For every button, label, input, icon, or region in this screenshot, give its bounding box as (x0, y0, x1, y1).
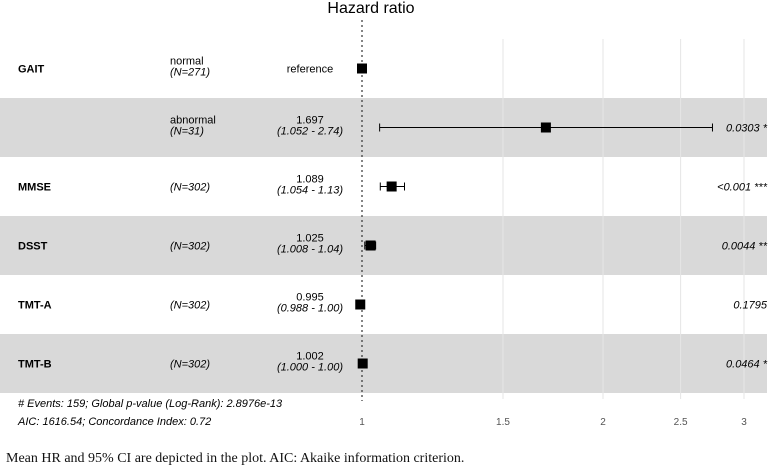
x-tick-label: 1 (359, 417, 365, 428)
hr-marker (357, 358, 368, 369)
vertical-gridlines (502, 39, 745, 399)
x-tick-label: 3 (741, 417, 747, 428)
figure-caption: Mean HR and 95% CI are depicted in the p… (6, 451, 465, 466)
hr-estimate: 1.025 (296, 233, 324, 245)
forest-row: TMT-B (N=302) 1.002(1.000 - 1.00) 0.0464 * (18, 351, 768, 374)
hr-ci: (1.052 - 2.74) (277, 126, 343, 138)
n-label: (N=302) (170, 359, 210, 371)
forest-row: DSST (N=302) 1.025(1.008 - 1.04) 0.0044 ** (18, 233, 768, 256)
n-label: (N=302) (170, 182, 210, 194)
forest-plot: GAIT normal(N=271) reference abnormal(N=31)… (0, 0, 768, 428)
variable-label: TMT-B (18, 359, 52, 371)
hr-ci: (0.988 - 1.00) (277, 303, 343, 315)
x-tick-label: 2 (600, 417, 606, 428)
x-tick-label: 2.5 (674, 417, 688, 428)
forest-row: GAIT normal(N=271) reference (18, 56, 367, 79)
level-label: abnormal (170, 115, 216, 127)
hr-ci: (1.008 - 1.04) (277, 244, 343, 256)
level-label: normal (170, 56, 204, 68)
row-band (0, 216, 767, 275)
chart-title: Hazard ratio (327, 0, 414, 17)
hr-ci: (1.000 - 1.00) (277, 362, 343, 374)
hr-estimate: 1.089 (296, 174, 324, 186)
hr-estimate: 1.697 (296, 115, 324, 127)
n-label: (N=31) (170, 126, 204, 138)
p-value: 0.1795 (733, 300, 768, 312)
variable-label: DSST (18, 241, 48, 253)
hr-marker (357, 63, 367, 74)
x-axis-ticks: 1 1.5 2 2.5 3 (359, 417, 747, 428)
hr-estimate: 1.002 (296, 351, 324, 363)
hr-marker (355, 299, 366, 310)
variable-label: GAIT (18, 64, 45, 76)
forest-row: MMSE (N=302) 1.089(1.054 - 1.13) <0.001 *** (18, 174, 768, 197)
row-band (0, 334, 767, 393)
variable-label: MMSE (18, 182, 51, 194)
x-tick-label: 1.5 (496, 417, 510, 428)
n-label: (N=271) (170, 67, 210, 79)
footnote-aic: AIC: 1616.54; Concordance Index: 0.72 (17, 416, 211, 428)
p-value: 0.0303 * (726, 123, 768, 135)
hr-estimate: reference (287, 64, 333, 76)
n-label: (N=302) (170, 241, 210, 253)
hr-marker (365, 240, 376, 251)
row-shading-bands (0, 98, 767, 393)
p-value: 0.0464 * (726, 359, 768, 371)
hr-ci: (1.054 - 1.13) (277, 185, 343, 197)
hr-marker (386, 181, 397, 192)
forest-row: TMT-A (N=302) 0.995(0.988 - 1.00) 0.1795 (18, 292, 768, 315)
n-label: (N=302) (170, 300, 210, 312)
p-value: <0.001 *** (717, 182, 768, 194)
hr-estimate: 0.995 (296, 292, 324, 304)
hr-marker (540, 122, 551, 133)
p-value: 0.0044 ** (722, 241, 768, 253)
variable-label: TMT-A (18, 300, 52, 312)
forest-row: abnormal(N=31) 1.697(1.052 - 2.74) 0.0303 … (170, 115, 768, 138)
forest-rows: GAIT normal(N=271) reference abnormal(N=31)… (18, 56, 768, 374)
footnote-events: # Events: 159; Global p-value (Log-Rank)… (18, 398, 283, 410)
